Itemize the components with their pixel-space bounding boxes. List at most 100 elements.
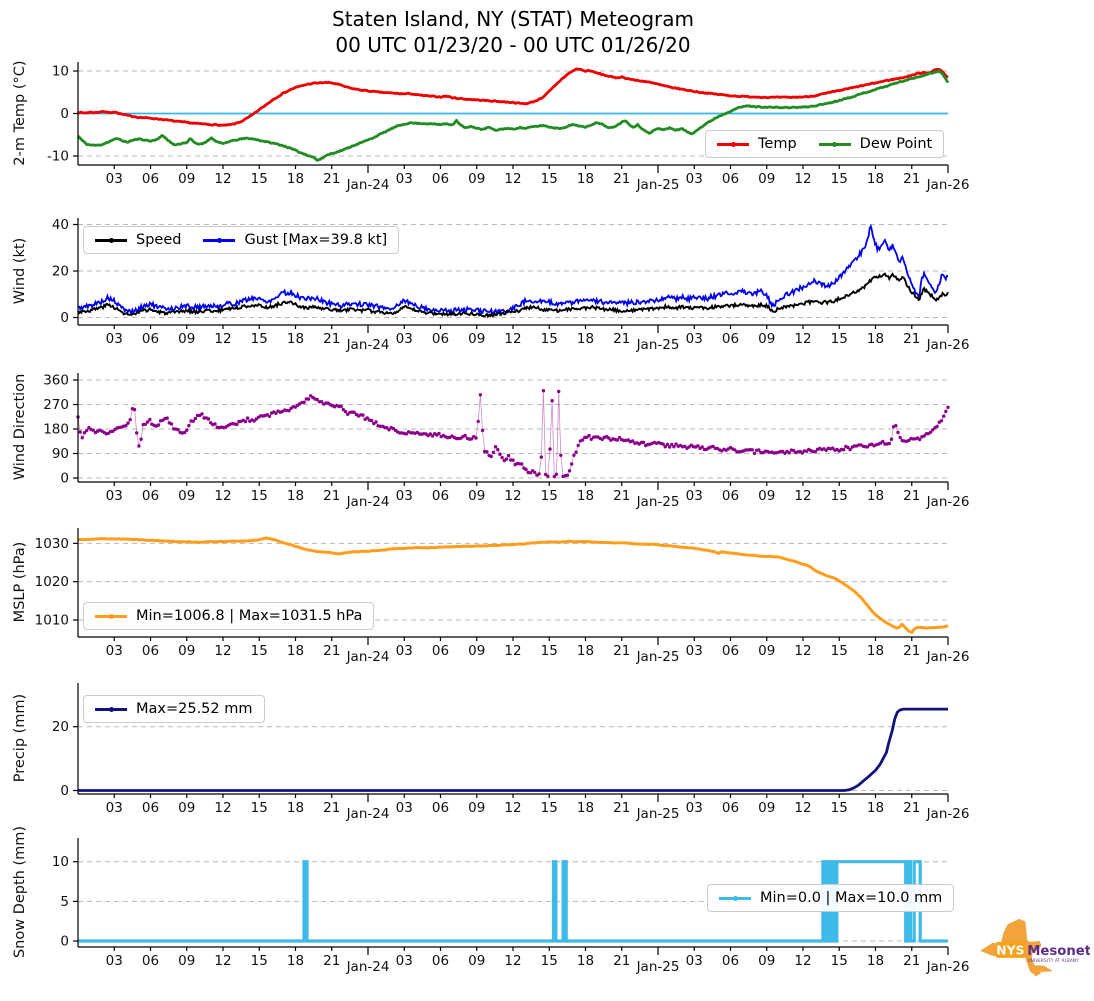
x-tick-label: 18 bbox=[287, 643, 304, 659]
x-tick-label: 18 bbox=[287, 953, 304, 969]
y-axis-label-precip: Precip (mm) bbox=[12, 693, 28, 783]
figure-title-line1: Staten Island, NY (STAT) Meteogram bbox=[332, 7, 694, 31]
legend-label-dew-point: Dew Point bbox=[859, 136, 933, 152]
x-tick-label: 06 bbox=[722, 488, 739, 504]
x-day-label: Jan-26 bbox=[926, 337, 970, 353]
x-tick-label: 15 bbox=[831, 953, 848, 969]
x-tick-label: 09 bbox=[758, 643, 775, 659]
x-tick-label: 21 bbox=[613, 331, 630, 347]
y-tick-label: 0 bbox=[60, 310, 69, 326]
legend-label-speed: Speed bbox=[136, 232, 182, 248]
x-tick-label: 06 bbox=[142, 488, 159, 504]
x-tick-label: 12 bbox=[794, 331, 811, 347]
x-day-label: Jan-26 bbox=[926, 806, 970, 822]
x-tick-label: 15 bbox=[831, 488, 848, 504]
x-tick-label: 06 bbox=[432, 643, 449, 659]
nys-mesonet-logo: NYS Mesonet UNIVERSITY AT ALBANY bbox=[975, 905, 1092, 993]
x-tick-label: 15 bbox=[251, 331, 268, 347]
legend-label-mslp: Min=1006.8 | Max=1031.5 hPa bbox=[136, 608, 363, 624]
x-tick-label: 18 bbox=[867, 171, 884, 187]
x-tick-label: 18 bbox=[577, 643, 594, 659]
dew-point-line-swatch bbox=[818, 141, 851, 147]
x-tick-label: 21 bbox=[903, 171, 920, 187]
x-day-label: Jan-24 bbox=[346, 959, 390, 975]
legend-item-temp: Temp bbox=[717, 136, 797, 152]
x-day-label: Jan-26 bbox=[926, 494, 970, 510]
x-tick-label: 03 bbox=[686, 171, 703, 187]
x-tick-label: 12 bbox=[504, 953, 521, 969]
mslp-line bbox=[78, 536, 949, 634]
x-tick-label: 21 bbox=[323, 953, 340, 969]
x-tick-label: 09 bbox=[178, 643, 195, 659]
x-tick-label: 21 bbox=[903, 488, 920, 504]
x-tick-label: 06 bbox=[722, 800, 739, 816]
x-tick-label: 21 bbox=[903, 643, 920, 659]
x-tick-label: 18 bbox=[577, 171, 594, 187]
x-tick-label: 15 bbox=[251, 171, 268, 187]
logo-nys-text: NYS bbox=[996, 943, 1024, 957]
x-tick-label: 21 bbox=[613, 800, 630, 816]
y-tick-label: 40 bbox=[52, 217, 69, 233]
legend-item-snow-depth: Min=0.0 | Max=10.0 mm bbox=[719, 890, 942, 906]
nys-badge bbox=[996, 941, 1026, 958]
y-tick-label: 0 bbox=[60, 471, 69, 487]
x-tick-label: 15 bbox=[251, 488, 268, 504]
x-tick-label: 03 bbox=[106, 643, 123, 659]
x-day-label: Jan-25 bbox=[636, 494, 680, 510]
x-tick-label: 09 bbox=[758, 171, 775, 187]
mslp-legend: Min=1006.8 | Max=1031.5 hPa bbox=[83, 602, 375, 630]
x-tick-label: 12 bbox=[794, 953, 811, 969]
x-tick-label: 06 bbox=[142, 171, 159, 187]
x-tick-label: 15 bbox=[541, 488, 558, 504]
x-tick-label: 09 bbox=[178, 800, 195, 816]
x-tick-label: 15 bbox=[251, 953, 268, 969]
x-tick-label: 06 bbox=[142, 643, 159, 659]
x-tick-label: 09 bbox=[468, 171, 485, 187]
x-tick-label: 06 bbox=[722, 643, 739, 659]
x-tick-label: 06 bbox=[432, 953, 449, 969]
gust-line bbox=[77, 224, 949, 318]
x-tick-label: 21 bbox=[323, 488, 340, 504]
x-tick-label: 15 bbox=[831, 331, 848, 347]
x-tick-label: 21 bbox=[323, 643, 340, 659]
x-tick-label: 21 bbox=[323, 331, 340, 347]
x-tick-label: 12 bbox=[504, 800, 521, 816]
x-tick-label: 03 bbox=[686, 800, 703, 816]
x-tick-label: 12 bbox=[504, 171, 521, 187]
x-tick-label: 18 bbox=[287, 488, 304, 504]
x-tick-label: 09 bbox=[758, 331, 775, 347]
legend-item-dew-point: Dew Point bbox=[818, 136, 933, 152]
x-tick-label: 18 bbox=[867, 953, 884, 969]
precip-line bbox=[78, 707, 948, 792]
x-tick-label: 06 bbox=[722, 953, 739, 969]
x-day-label: Jan-26 bbox=[926, 177, 970, 193]
x-tick-label: 03 bbox=[396, 331, 413, 347]
y-tick-label: 10 bbox=[52, 64, 69, 80]
x-tick-label: 21 bbox=[613, 171, 630, 187]
logo-tagline-text: UNIVERSITY AT ALBANY bbox=[1028, 958, 1079, 963]
x-tick-label: 09 bbox=[468, 331, 485, 347]
x-tick-label: 03 bbox=[396, 953, 413, 969]
x-tick-label: 06 bbox=[432, 800, 449, 816]
x-tick-label: 09 bbox=[758, 953, 775, 969]
y-tick-label: 1020 bbox=[35, 574, 69, 590]
legend-label-snow-depth: Min=0.0 | Max=10.0 mm bbox=[760, 890, 943, 906]
y-tick-label: 270 bbox=[43, 397, 69, 413]
x-tick-label: 03 bbox=[686, 331, 703, 347]
x-tick-label: 18 bbox=[577, 800, 594, 816]
legend-label-temp: Temp bbox=[758, 136, 797, 152]
wind-direction-trace bbox=[77, 390, 949, 478]
y-tick-label: 1010 bbox=[35, 613, 69, 629]
y-tick-label: 20 bbox=[52, 264, 69, 280]
x-tick-label: 09 bbox=[468, 488, 485, 504]
x-tick-label: 03 bbox=[106, 171, 123, 187]
x-tick-label: 09 bbox=[178, 953, 195, 969]
x-tick-label: 15 bbox=[541, 643, 558, 659]
dew-point-line bbox=[77, 69, 950, 162]
x-tick-label: 21 bbox=[613, 643, 630, 659]
x-tick-label: 03 bbox=[396, 171, 413, 187]
x-tick-label: 18 bbox=[287, 800, 304, 816]
x-tick-label: 12 bbox=[794, 488, 811, 504]
x-tick-label: 12 bbox=[214, 171, 231, 187]
